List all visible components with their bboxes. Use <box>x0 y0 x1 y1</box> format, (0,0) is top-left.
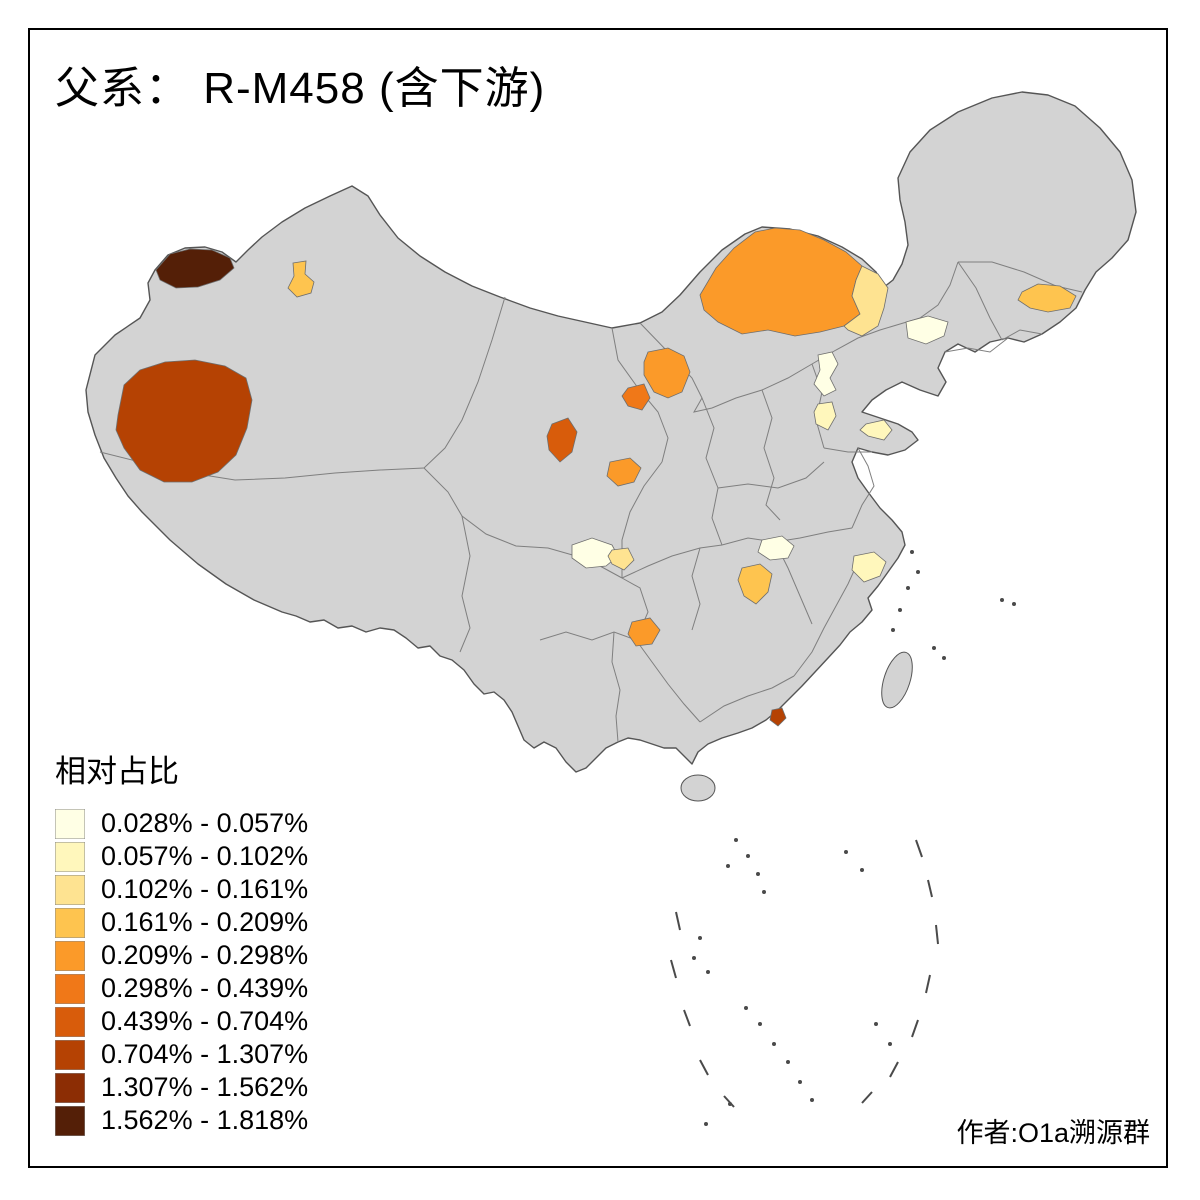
legend-label: 0.028% - 0.057% <box>101 808 309 838</box>
legend-label: 0.209% - 0.298% <box>101 940 309 970</box>
legend-swatch <box>55 1072 85 1103</box>
region-ningxia <box>643 347 691 399</box>
hainan-island <box>680 774 716 802</box>
region-south-ningxia <box>621 383 651 411</box>
region-east-inner-mongolia <box>843 265 889 337</box>
region-pearl-river-delta <box>769 707 787 727</box>
china-mainland <box>85 91 1137 773</box>
nine-dash-line <box>670 839 939 1108</box>
legend-row: 0.439% - 0.704% <box>55 1005 308 1038</box>
legend-label: 0.161% - 0.209% <box>101 907 309 937</box>
region-shandong-peninsula <box>859 419 893 441</box>
legend-label: 1.562% - 1.818% <box>101 1105 309 1135</box>
legend-swatch <box>55 1105 85 1136</box>
legend-row: 0.161% - 0.209% <box>55 906 308 939</box>
region-junggar-small <box>287 260 315 298</box>
legend-row: 0.209% - 0.298% <box>55 939 308 972</box>
region-central-sichuan <box>607 547 635 571</box>
legend-row: 0.028% - 0.057% <box>55 807 308 840</box>
region-east-jilin <box>1017 283 1077 313</box>
legend-row: 1.562% - 1.818% <box>55 1104 308 1137</box>
legend-label: 0.298% - 0.439% <box>101 973 309 1003</box>
region-central-gansu <box>546 417 578 463</box>
legend-swatch <box>55 808 85 839</box>
region-beijing-tianjin <box>813 351 839 397</box>
region-ili-valley <box>155 248 235 289</box>
region-hunan <box>737 563 773 605</box>
legend-label: 0.439% - 0.704% <box>101 1006 309 1036</box>
region-southwest-xinjiang <box>115 359 253 483</box>
legend-row: 0.704% - 1.307% <box>55 1038 308 1071</box>
legend-swatch <box>55 1006 85 1037</box>
legend-row: 0.102% - 0.161% <box>55 873 308 906</box>
legend-label: 0.704% - 1.307% <box>101 1039 309 1069</box>
legend-row: 0.298% - 0.439% <box>55 972 308 1005</box>
legend-row: 1.307% - 1.562% <box>55 1071 308 1104</box>
map-title: 父系： R-M458 (含下游) <box>55 64 546 113</box>
legend-label: 0.102% - 0.161% <box>101 874 309 904</box>
small-islands <box>692 550 1016 1126</box>
taiwan-island <box>881 651 913 709</box>
region-zhejiang <box>851 551 887 583</box>
legend-swatch <box>55 907 85 938</box>
region-liaoning <box>905 315 949 345</box>
legend-swatch <box>55 973 85 1004</box>
region-central-inner-mongolia <box>699 227 863 337</box>
legend-label: 0.057% - 0.102% <box>101 841 309 871</box>
attribution: 作者:O1a溯源群 <box>956 1118 1150 1148</box>
colored-regions <box>115 227 1077 727</box>
legend-swatch <box>55 841 85 872</box>
legend-swatch <box>55 1039 85 1070</box>
legend-label: 1.307% - 1.562% <box>101 1072 309 1102</box>
region-southeast-gansu <box>606 457 642 487</box>
legend-swatch <box>55 874 85 905</box>
region-hubei <box>757 535 795 561</box>
legend: 相对占比 0.028% - 0.057% 0.057% - 0.102% 0.1… <box>55 746 308 1137</box>
region-guizhou <box>627 617 661 647</box>
legend-row: 0.057% - 0.102% <box>55 840 308 873</box>
region-central-hebei <box>813 401 837 431</box>
legend-title: 相对占比 <box>55 754 179 789</box>
legend-swatch <box>55 940 85 971</box>
